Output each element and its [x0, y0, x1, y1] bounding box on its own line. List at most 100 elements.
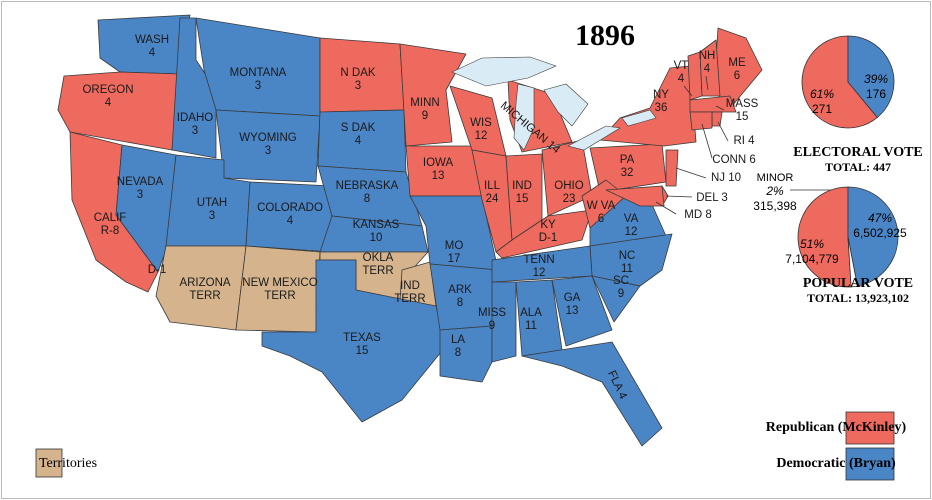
- state-label-line: VT: [674, 60, 689, 72]
- leader-line: [683, 85, 693, 97]
- state-shape: [429, 263, 499, 331]
- state-label-line: PA: [620, 154, 635, 166]
- state-label: S DAK 4: [341, 122, 376, 147]
- state-label: CONN 6: [712, 154, 755, 166]
- state-label: NC 11: [619, 250, 636, 275]
- state-shape: [591, 275, 641, 323]
- state-label-line: 3: [265, 145, 271, 157]
- state-label-line: ARIZONA: [179, 277, 230, 289]
- state-label-line: 4: [678, 73, 685, 85]
- pie-votes: 7,104,779: [785, 252, 839, 266]
- pie-slice: [847, 236, 858, 288]
- legend: Republican (McKinley) Democratic (Bryan) T…: [35, 411, 907, 481]
- leader-line: [665, 195, 693, 198]
- state-label-line: ARK: [448, 284, 472, 296]
- state-label-line: 12: [533, 267, 546, 279]
- leader-line: [675, 167, 707, 179]
- legend-swatch: [35, 448, 63, 478]
- state-label: DEL 3: [696, 192, 728, 204]
- state-label-line: TERR: [264, 290, 295, 302]
- state-label-line: IOWA: [423, 157, 454, 169]
- state-label: OHIO 23: [554, 180, 583, 205]
- pie-votes: 176: [866, 87, 886, 101]
- state-shape: [317, 109, 407, 173]
- state-label-line: D-1: [539, 232, 558, 244]
- state-label-line: KY: [540, 219, 556, 231]
- pie-total: TOTAL: 13,923,102: [807, 291, 909, 305]
- pie-percent: 61%: [810, 87, 834, 101]
- legend-swatch: [845, 447, 895, 481]
- state-label-line: 13: [432, 170, 445, 182]
- state-label: CALIF R-8: [94, 212, 127, 237]
- state-label: ILL 24: [484, 180, 501, 205]
- state-shape: [599, 65, 697, 147]
- state-label-line: CONN 6: [712, 154, 755, 166]
- state-label-line: IDAHO: [177, 112, 213, 124]
- state-label: WYOMING 3: [239, 132, 297, 157]
- pie-title: ELECTORAL VOTE: [793, 145, 923, 160]
- lake: [543, 83, 589, 127]
- state-label-line: TERR: [189, 290, 220, 302]
- state-label-line: 6: [598, 213, 604, 225]
- state-label: MISS 9: [478, 307, 506, 332]
- state-label: LA 8: [451, 334, 465, 359]
- state-label-line: TERR: [394, 293, 425, 305]
- state-shape: [699, 39, 721, 97]
- state-shape: [605, 185, 665, 207]
- state-label: ARIZONA TERR: [179, 277, 230, 302]
- pie-votes: 6,502,925: [853, 226, 907, 240]
- pie-votes: 315,398: [753, 199, 797, 213]
- state-label-line: NEW MEXICO: [242, 277, 317, 289]
- leader-line: [715, 105, 725, 111]
- state-label-line: KANSAS: [353, 219, 400, 231]
- state-label: MONTANA 3: [230, 67, 287, 92]
- pie-slice: [797, 186, 852, 288]
- state-label-line: LA: [451, 334, 465, 346]
- state-shapes: [57, 14, 763, 447]
- state-label-line: R-8: [101, 225, 120, 237]
- state-label-line: NY: [653, 89, 669, 101]
- state-label-line: 17: [448, 253, 461, 265]
- state-label-line: ILL: [484, 180, 501, 192]
- pie-slice: [847, 186, 899, 287]
- state-shape: [155, 245, 247, 331]
- state-label-line: RI 4: [733, 135, 755, 147]
- leader-line: [655, 201, 677, 215]
- state-shape: [261, 259, 447, 423]
- state-label-line: IND: [512, 180, 532, 192]
- state-label-line: MASS: [726, 98, 759, 110]
- state-label: NJ 10: [711, 172, 741, 184]
- state-label-line: NH: [699, 50, 716, 62]
- state-label: VA 12: [624, 213, 639, 238]
- state-label-line: MD 8: [684, 209, 711, 221]
- map-title: 1896: [575, 19, 635, 52]
- state-label: MO 17: [445, 240, 464, 265]
- state-label-line: TEXAS: [343, 332, 381, 344]
- state-label: VT 4: [674, 60, 689, 85]
- lake: [621, 109, 657, 127]
- state-label-line: 15: [736, 111, 749, 123]
- state-label: WIS 12: [470, 117, 492, 142]
- state-shape: [521, 341, 663, 447]
- state-label-line: 32: [621, 167, 634, 179]
- state-label-line: ME: [728, 57, 746, 69]
- state-label: OREGON 4: [82, 84, 133, 109]
- state-label: NY 36: [653, 89, 669, 114]
- state-label-line: TENN: [523, 254, 554, 266]
- state-label: SC 9: [613, 275, 629, 300]
- state-label-line: COLORADO: [257, 202, 323, 214]
- pie-percent: 51%: [800, 237, 824, 251]
- state-label-line: GA: [564, 292, 581, 304]
- state-label-line: 36: [655, 102, 668, 114]
- state-shape: [115, 144, 177, 273]
- pie-slice: [847, 35, 895, 119]
- state-label-line: 9: [422, 110, 428, 122]
- state-label-line: 3: [192, 125, 198, 137]
- pie-category: MINOR: [757, 172, 794, 184]
- state-label-line: S DAK: [341, 122, 376, 134]
- state-label-line: NC: [619, 250, 636, 262]
- state-label-line: 15: [356, 345, 369, 357]
- pie-percent: 2%: [765, 184, 784, 198]
- leader-lines: [655, 75, 842, 215]
